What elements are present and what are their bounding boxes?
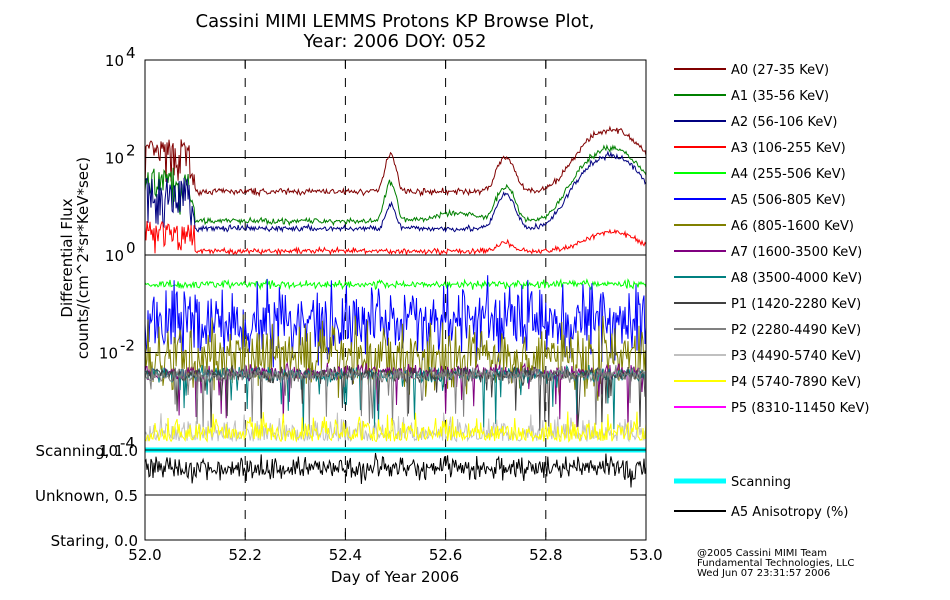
series-line-a2: [145, 150, 647, 233]
y-tick-exponent: 0: [126, 239, 136, 257]
x-axis-label: Day of Year 2006: [331, 568, 459, 586]
footer-line2: Fundamental Technologies, LLC: [697, 558, 854, 569]
legend-entry: A1 (35-56 KeV): [731, 89, 829, 104]
legend-entry: P5 (8310-11450 KeV): [731, 401, 869, 416]
series-layer: [144, 125, 647, 443]
legend-entry: P1 (1420-2280 KeV): [731, 297, 861, 312]
series-line-p4: [144, 411, 647, 443]
lower-panel-labels: Scanning, 1.0 Unknown, 0.5 Staring, 0.0: [35, 442, 153, 550]
lower-panel: [144, 447, 647, 488]
chart-title-line1: Cassini MIMI LEMMS Protons KP Browse Plo…: [196, 11, 595, 32]
y-tick-label: 10: [105, 52, 124, 70]
y-tick-label: 10: [105, 150, 124, 168]
footer-line3: Wed Jun 07 23:31:57 2006: [697, 568, 830, 579]
lower-panel-label: Unknown, 0.5: [35, 487, 138, 505]
legend-entry: P2 (2280-4490 KeV): [731, 323, 861, 338]
grid: [145, 60, 646, 540]
y-tick-exponent: 2: [126, 142, 136, 160]
legend-entry: A5 Anisotropy (%): [731, 505, 848, 520]
y-tick-exponent: -4: [120, 434, 135, 452]
legend: A0 (27-35 KeV) A1 (35-56 KeV) A2 (56-106 K…: [674, 63, 869, 520]
series-line-p2: [144, 364, 647, 431]
series-line-a3: [144, 220, 647, 256]
y-axis-label-line2: counts/(cm^2*sr*KeV*sec): [74, 157, 92, 359]
x-tick-label: 52.4: [329, 546, 362, 564]
x-tick-label: 53.0: [629, 546, 662, 564]
legend-entry: A8 (3500-4000 KeV): [731, 271, 862, 286]
series-line-a1: [144, 143, 647, 227]
y-tick-label: 10: [99, 442, 118, 460]
x-ticks: 52.0 52.2 52.4 52.6 52.8 53.0: [128, 60, 663, 564]
legend-entry: A3 (106-255 KeV): [731, 141, 846, 156]
legend-entry: A4 (255-506 KeV): [731, 167, 846, 182]
chart-title-line2: Year: 2006 DOY: 052: [303, 31, 487, 52]
legend-entry: Scanning: [731, 475, 791, 490]
x-tick-label: 52.0: [128, 546, 161, 564]
y-tick-exponent: -2: [120, 337, 135, 355]
series-line-a5-anisotropy: [144, 452, 647, 488]
y-tick-label: 10: [99, 345, 118, 363]
lower-panel-label: Scanning, 1.0: [35, 442, 138, 460]
legend-entry: A7 (1600-3500 KeV): [731, 245, 862, 260]
y-axis-label: Differential Flux counts/(cm^2*sr*KeV*se…: [58, 157, 92, 359]
series-line-a4: [144, 278, 647, 291]
legend-entry: A0 (27-35 KeV): [731, 63, 829, 78]
y-tick-exponent: 4: [126, 44, 136, 62]
series-line-a0: [144, 125, 647, 198]
lower-panel-label: Staring, 0.0: [51, 532, 138, 550]
legend-entry: P4 (5740-7890 KeV): [731, 375, 861, 390]
y-axis-label-line1: Differential Flux: [58, 198, 76, 317]
series-line-a7: [144, 361, 647, 430]
x-tick-label: 52.6: [429, 546, 462, 564]
legend-entry: A5 (506-805 KeV): [731, 193, 846, 208]
x-tick-label: 52.2: [228, 546, 261, 564]
legend-entry: P3 (4490-5740 KeV): [731, 349, 861, 364]
legend-entry: A6 (805-1600 KeV): [731, 219, 854, 234]
x-tick-label: 52.8: [529, 546, 562, 564]
legend-entry: A2 (56-106 KeV): [731, 115, 837, 130]
y-tick-label: 10: [105, 247, 124, 265]
series-line-a5: [144, 275, 647, 368]
footer-line1: @2005 Cassini MIMI Team: [697, 548, 827, 559]
